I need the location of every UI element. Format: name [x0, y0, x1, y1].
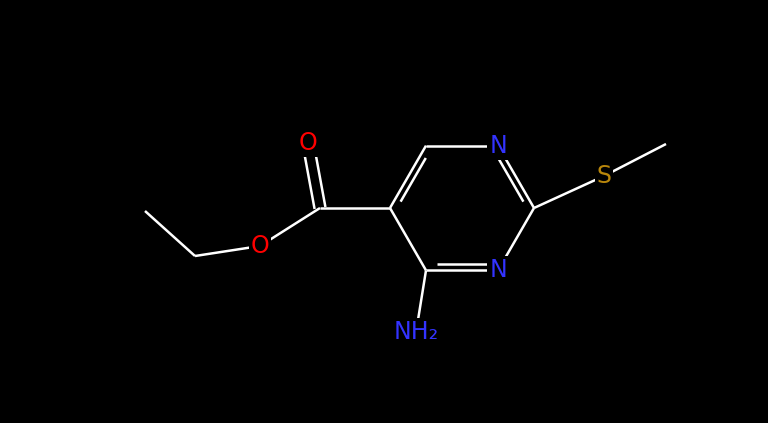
Text: O: O	[299, 131, 317, 155]
Text: NH₂: NH₂	[393, 320, 439, 344]
Text: N: N	[489, 258, 507, 283]
Text: N: N	[489, 134, 507, 158]
Text: S: S	[597, 164, 611, 188]
Text: O: O	[250, 234, 270, 258]
